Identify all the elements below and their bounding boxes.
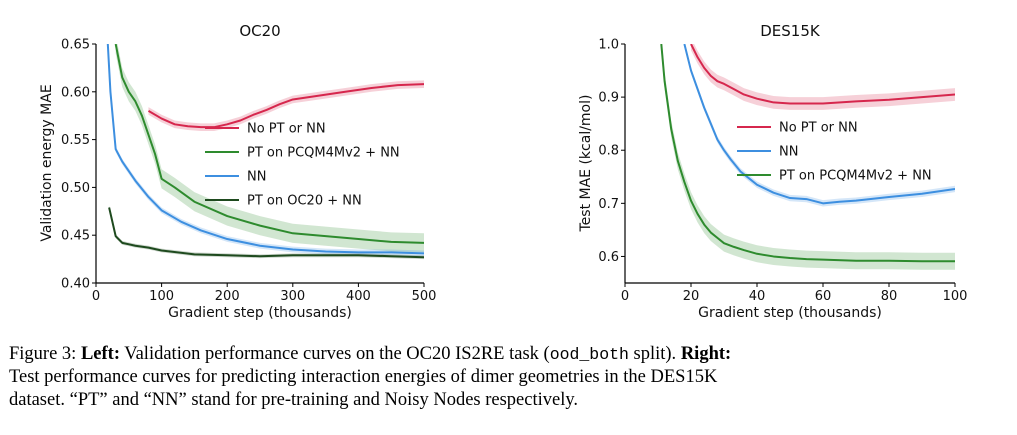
right-y-tick-label: 1.0 xyxy=(598,38,619,53)
left-x-tick-label: 500 xyxy=(412,289,437,304)
left-chart-oc20: OC20 0 100 200 300 400 500 0.40 0.45 0.50 0.55 0.6… xyxy=(39,22,436,321)
right-x-tick-label: 40 xyxy=(749,289,766,304)
right-legend-label: No PT or NN xyxy=(779,121,858,136)
right-x-tick-label: 20 xyxy=(683,289,700,304)
left-legend-label: PT on OC20 + NN xyxy=(247,194,362,209)
left-line-no-pt-or-nn xyxy=(147,83,424,129)
right-chart-title: DES15K xyxy=(760,22,821,40)
right-legend-label: NN xyxy=(779,145,798,160)
caption-line-3: dataset. “PT” and “NN” stand for pre-tra… xyxy=(9,390,579,410)
left-x-tick-label: 300 xyxy=(280,289,305,304)
right-y-tick-label: 0.6 xyxy=(598,250,619,265)
left-y-axis-label: Validation energy MAE xyxy=(39,84,55,241)
caption-left-text-end: split). xyxy=(628,344,681,364)
caption-split-name: ood_both xyxy=(549,345,629,364)
left-x-tick-label: 0 xyxy=(92,289,100,304)
left-x-axis-label: Gradient step (thousands) xyxy=(168,305,352,321)
left-band-pt-on-pcqm4mv2-nn xyxy=(115,44,424,253)
caption-line-1: Figure 3: Left: Validation performance c… xyxy=(9,343,1009,366)
right-y-tick-label: 0.8 xyxy=(598,144,619,159)
left-x-tick-label: 100 xyxy=(149,289,174,304)
left-y-tick-label: 0.65 xyxy=(61,38,90,53)
left-y-tick-label: 0.60 xyxy=(61,85,90,100)
left-legend-label: No PT or NN xyxy=(247,122,326,137)
right-line-nn xyxy=(683,44,955,205)
figure-canvas: OC20 0 100 200 300 400 5000.400.450.500.550.6… xyxy=(39,22,967,321)
right-line-pt-on-pcqm4mv2-nn xyxy=(660,44,955,263)
caption-figure-number: Figure 3: xyxy=(9,344,81,364)
left-x-tick-label: 200 xyxy=(215,289,240,304)
left-x-tick-label: 400 xyxy=(346,289,371,304)
right-band-nn xyxy=(684,44,955,207)
caption-left-text: Validation performance curves on the OC2… xyxy=(120,344,550,364)
left-line-pt-on-oc20-nn xyxy=(108,207,424,259)
left-y-tick-label: 0.50 xyxy=(61,181,90,196)
right-x-tick-label: 0 xyxy=(621,289,629,304)
right-x-tick-label: 60 xyxy=(815,289,832,304)
right-x-axis-label: Gradient step (thousands) xyxy=(698,305,882,321)
left-y-tick-label: 0.55 xyxy=(61,133,90,148)
right-x-tick-label: 80 xyxy=(881,289,898,304)
right-y-tick-label: 0.9 xyxy=(598,91,619,106)
caption-left-label: Left: xyxy=(80,344,120,364)
right-y-axis-label: Test MAE (kcal/mol) xyxy=(578,95,594,233)
right-legend-label: PT on PCQM4Mv2 + NN xyxy=(779,169,932,184)
figure-caption: Figure 3: Left: Validation performance c… xyxy=(9,343,1009,412)
left-legend-label: NN xyxy=(247,170,266,185)
left-legend-label: PT on PCQM4Mv2 + NN xyxy=(247,146,400,161)
caption-right-label: Right: xyxy=(680,344,732,364)
right-band-no-pt-or-nn xyxy=(691,44,955,110)
left-y-tick-label: 0.40 xyxy=(61,277,90,292)
right-line-no-pt-or-nn xyxy=(690,44,955,105)
left-chart-title: OC20 xyxy=(239,22,280,40)
caption-line-2: Test performance curves for predicting i… xyxy=(9,367,718,387)
left-line-nn xyxy=(106,44,424,255)
left-y-tick-label: 0.45 xyxy=(61,229,90,244)
left-band-no-pt-or-nn xyxy=(148,80,424,131)
right-y-tick-label: 0.7 xyxy=(598,197,619,212)
left-line-pt-on-pcqm4mv2-nn xyxy=(114,44,424,244)
right-chart-des15k: DES15K 0 20 40 60 80 100 0.6 0.7 0.8 0.9 1.0 No PT… xyxy=(578,22,967,321)
right-x-tick-label: 100 xyxy=(943,289,968,304)
